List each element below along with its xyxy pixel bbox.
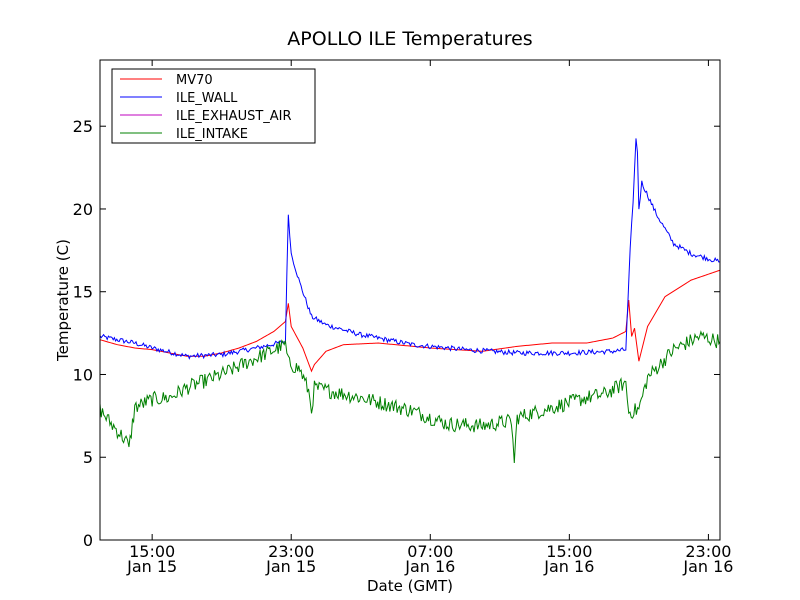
- y-tick-label: 10: [73, 365, 93, 384]
- x-tick-label-time: 15:00: [129, 542, 175, 561]
- y-tick-label: 0: [83, 531, 93, 550]
- x-tick-label-time: 15:00: [546, 542, 592, 561]
- y-tick-label: 15: [73, 283, 93, 302]
- x-tick-label-time: 23:00: [685, 542, 731, 561]
- series-layer: [99, 138, 721, 463]
- y-axis-label: Temperature (C): [54, 239, 72, 362]
- series-line-mv70: [99, 269, 721, 373]
- legend-label: ILE_INTAKE: [176, 127, 248, 142]
- x-tick-label-date: Jan 15: [126, 557, 177, 576]
- y-tick-label: 25: [73, 117, 93, 136]
- legend: MV70 ILE_WALL ILE_EXHAUST_AIR ILE_INTAKE: [111, 68, 316, 144]
- x-tick-label-date: Jan 16: [543, 557, 594, 576]
- legend-box: [111, 68, 316, 144]
- series-line-ile-intake: [99, 330, 721, 463]
- y-tick-label: 20: [73, 200, 93, 219]
- x-tick-label-date: Jan 15: [265, 557, 316, 576]
- legend-label: MV70: [176, 73, 213, 88]
- legend-label: ILE_WALL: [176, 91, 238, 106]
- x-tick-label-time: 07:00: [407, 542, 453, 561]
- x-tick-label-time: 23:00: [268, 542, 314, 561]
- x-axis-label: Date (GMT): [367, 577, 453, 595]
- series-line-ile-wall: [99, 138, 721, 360]
- y-tick-label: 5: [83, 448, 93, 467]
- chart-title: APOLLO ILE Temperatures: [287, 28, 532, 50]
- plot-frame: [99, 59, 721, 541]
- x-tick-label-date: Jan 16: [404, 557, 455, 576]
- legend-label: ILE_EXHAUST_AIR: [176, 109, 292, 124]
- x-tick-label-date: Jan 16: [682, 557, 733, 576]
